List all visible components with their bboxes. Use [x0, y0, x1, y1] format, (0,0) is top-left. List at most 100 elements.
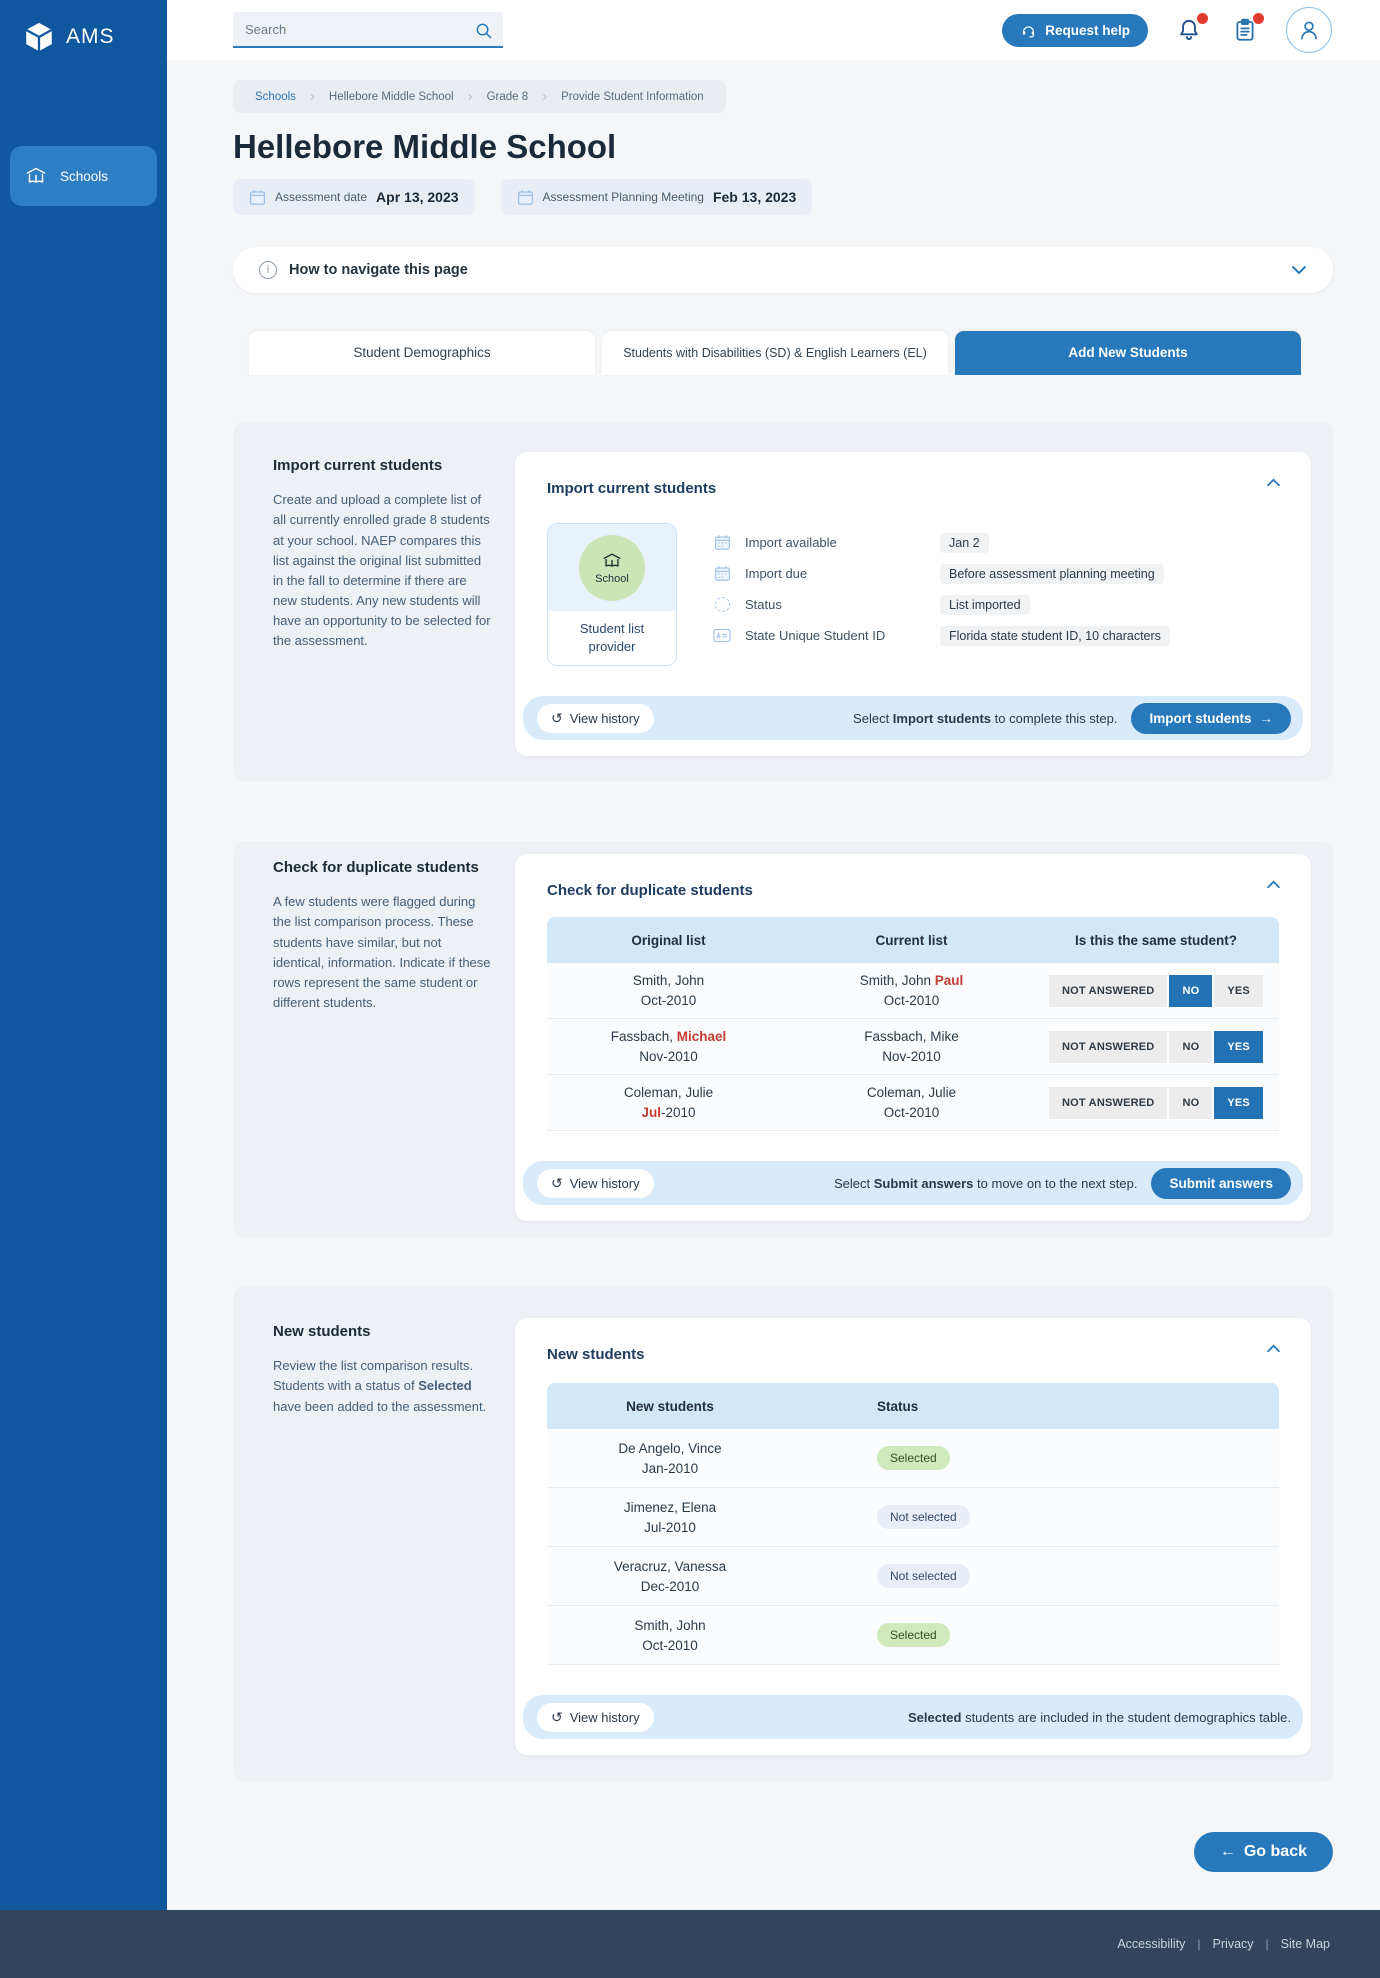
go-back-button[interactable]: ← Go back	[1193, 1832, 1333, 1873]
student-dob: Oct-2010	[883, 993, 940, 1009]
view-history-button[interactable]: ↺ View history	[537, 1168, 654, 1198]
student-name: De Angelo, Vince	[618, 1440, 722, 1456]
original-student-cell: Smith, John Oct-2010	[547, 973, 790, 1008]
duplicates-table-body: Smith, John Oct-2010 Smith, John Paul Oct-2…	[547, 963, 1279, 1132]
status-circle-icon	[713, 597, 731, 612]
new-students-card-title: New students	[547, 1346, 645, 1364]
tab-student-demographics[interactable]: Student Demographics	[249, 331, 595, 375]
import-aside: Import current students Create and uploa…	[251, 452, 491, 756]
student-name: Coleman, Julie	[623, 1085, 714, 1101]
duplicates-table-header: Original list Current list Is this the sam…	[547, 917, 1279, 964]
original-student-cell: Coleman, Julie Jul-2010	[547, 1085, 790, 1120]
new-student-row: De Angelo, Vince Jan-2010 Selected	[547, 1429, 1279, 1489]
new-student-row: Jimenez, Elena Jul-2010 Not selected	[547, 1488, 1279, 1548]
search-input[interactable]	[233, 12, 503, 48]
calendar-icon	[249, 189, 266, 206]
id-card-icon	[713, 628, 731, 643]
footer-link-site-map[interactable]: Site Map	[1280, 1937, 1330, 1952]
answer-no-button[interactable]: NO	[1169, 1086, 1213, 1119]
view-history-label: View history	[569, 1175, 640, 1191]
tasks-button[interactable]	[1230, 13, 1264, 45]
assessment-date-label: Assessment date	[275, 190, 368, 204]
tab-bar: Student Demographics Students with Disabi…	[249, 331, 1333, 375]
planning-meeting-value: Feb 13, 2023	[712, 189, 797, 205]
column-header-is-this-the-same-student: Is this the same student?	[1074, 932, 1238, 948]
import-footer-hint: Select Import students to complete this …	[853, 710, 1118, 726]
sidebar-item-schools[interactable]: Schools	[10, 146, 157, 206]
answer-not-answered-button[interactable]: NOT ANSWERED	[1049, 1030, 1168, 1063]
answer-not-answered-button[interactable]: NOT ANSWERED	[1049, 974, 1168, 1007]
new-students-table-body: De Angelo, Vince Jan-2010 Selected Jimenez,…	[547, 1429, 1279, 1666]
import-students-button[interactable]: Import students →	[1131, 702, 1291, 734]
breadcrumb-item-hellebore-middle-school[interactable]: Hellebore Middle School	[328, 90, 454, 103]
school-badge: School	[579, 535, 645, 601]
import-section: Import current students Create and uploa…	[233, 422, 1333, 782]
student-name: Jimenez, Elena	[623, 1499, 717, 1515]
bell-icon	[1176, 17, 1202, 43]
answer-yes-button[interactable]: YES	[1214, 1030, 1263, 1063]
student-dob: Jan-2010	[641, 1460, 699, 1476]
go-back-row: ← Go back	[233, 1832, 1333, 1873]
column-header-new-students: New students	[626, 1398, 714, 1414]
submit-answers-button[interactable]: Submit answers	[1151, 1167, 1291, 1199]
site-footer: Accessibility | Privacy | Site Map	[0, 1910, 1380, 1978]
import-details: Import available Jan 2 Import due Before as…	[713, 523, 1279, 666]
student-list-provider-tile: School Student list provider	[547, 523, 677, 667]
collapse-duplicates-card-button[interactable]	[1262, 876, 1285, 893]
duplicates-aside-body: A few students were flagged during the l…	[273, 894, 491, 1011]
collapse-import-card-button[interactable]	[1262, 474, 1285, 491]
new-students-table: New students Status De Angelo, Vince Jan-2…	[547, 1383, 1279, 1666]
status-badge: Not selected	[877, 1564, 970, 1589]
student-name: Smith, John Paul	[859, 973, 964, 989]
duplicates-aside-title: Check for duplicate students	[273, 859, 479, 877]
answer-no-button[interactable]: NO	[1169, 1030, 1213, 1063]
new-students-section: New students Review the list comparison …	[233, 1286, 1333, 1783]
how-to-navigate-bar[interactable]: i How to navigate this page	[233, 247, 1333, 293]
duplicate-row: Coleman, Julie Jul-2010 Coleman, Julie Oct-…	[547, 1075, 1279, 1132]
answer-yes-button[interactable]: YES	[1214, 974, 1263, 1007]
detail-label: State Unique Student ID	[745, 628, 886, 643]
answer-yes-button[interactable]: YES	[1214, 1086, 1263, 1119]
request-help-button[interactable]: Request help	[1002, 13, 1148, 47]
duplicates-aside: Check for duplicate students A few stude…	[251, 854, 491, 1221]
answer-not-answered-button[interactable]: NOT ANSWERED	[1049, 1086, 1168, 1119]
arrow-left-icon: ←	[1219, 1843, 1236, 1861]
main-area: Request help	[167, 0, 1380, 1911]
tasks-dot	[1253, 13, 1264, 24]
detail-value: Florida state student ID, 10 characters	[940, 625, 1170, 646]
view-history-button[interactable]: ↺ View history	[537, 703, 654, 733]
answer-no-button[interactable]: NO	[1169, 974, 1213, 1007]
breadcrumb-item-grade-8[interactable]: Grade 8	[486, 90, 529, 103]
page-title: Hellebore Middle School	[233, 128, 617, 165]
answer-toggle-group: NOT ANSWERED NO YES	[1033, 1086, 1279, 1119]
detail-row-state-unique-student-id: State Unique Student ID Florida state stu…	[713, 620, 1279, 651]
go-back-label: Go back	[1243, 1843, 1307, 1861]
cube-logo-icon	[22, 20, 56, 54]
new-students-card-footer: ↺ View history Selected students are inc…	[523, 1695, 1303, 1740]
collapse-new-students-card-button[interactable]	[1262, 1340, 1285, 1357]
search-icon	[474, 21, 493, 40]
app-window: AMS Schools	[0, 0, 1380, 1911]
planning-meeting-pill: Assessment Planning Meeting Feb 13, 2023	[500, 179, 813, 215]
topbar: Request help	[167, 0, 1380, 60]
current-student-cell: Smith, John Paul Oct-2010	[790, 973, 1033, 1008]
new-students-footer-hint: Selected students are included in the st…	[907, 1709, 1291, 1725]
breadcrumb-item-schools[interactable]: Schools	[255, 90, 296, 103]
notifications-button[interactable]	[1174, 13, 1208, 45]
footer-link-accessibility[interactable]: Accessibility	[1117, 1937, 1186, 1952]
detail-value: Jan 2	[940, 532, 989, 553]
arrow-right-icon: →	[1259, 710, 1274, 726]
school-badge-label: School	[595, 573, 629, 585]
notification-dot	[1197, 13, 1208, 24]
view-history-button[interactable]: ↺ View history	[537, 1702, 654, 1732]
request-help-label: Request help	[1045, 22, 1130, 38]
tab-add-new-students[interactable]: Add New Students	[955, 331, 1301, 375]
user-avatar[interactable]	[1286, 7, 1332, 53]
tab-students-with-disabilities-sd-english-learners-el[interactable]: Students with Disabilities (SD) & Englis…	[602, 331, 948, 375]
footer-link-privacy[interactable]: Privacy	[1212, 1937, 1254, 1952]
student-name: Smith, John	[634, 1617, 706, 1633]
footer-link-separator: |	[1265, 1937, 1269, 1952]
detail-value: List imported	[940, 594, 1030, 615]
clipboard-icon	[1232, 17, 1258, 43]
new-students-table-header: New students Status	[547, 1383, 1279, 1430]
